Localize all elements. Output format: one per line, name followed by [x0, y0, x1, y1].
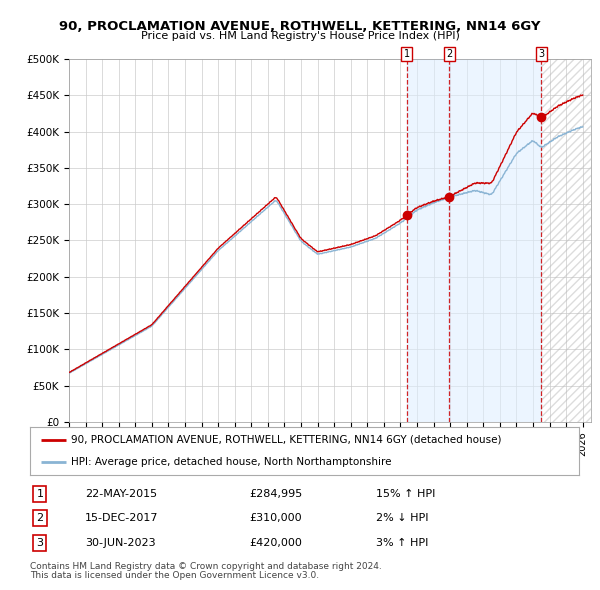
Text: £420,000: £420,000	[250, 538, 302, 548]
Text: 2% ↓ HPI: 2% ↓ HPI	[376, 513, 428, 523]
Bar	[407, 59, 449, 422]
Bar	[449, 59, 541, 422]
Bar	[541, 59, 591, 422]
Text: 15% ↑ HPI: 15% ↑ HPI	[376, 489, 435, 499]
Text: Contains HM Land Registry data © Crown copyright and database right 2024.: Contains HM Land Registry data © Crown c…	[30, 562, 382, 571]
Text: £310,000: £310,000	[250, 513, 302, 523]
Text: This data is licensed under the Open Government Licence v3.0.: This data is licensed under the Open Gov…	[30, 571, 319, 579]
Text: Price paid vs. HM Land Registry's House Price Index (HPI): Price paid vs. HM Land Registry's House …	[140, 31, 460, 41]
Text: 2: 2	[446, 49, 452, 59]
Text: 22-MAY-2015: 22-MAY-2015	[85, 489, 157, 499]
Text: 1: 1	[37, 489, 43, 499]
Text: 3: 3	[538, 49, 544, 59]
Text: £284,995: £284,995	[250, 489, 303, 499]
Text: 90, PROCLAMATION AVENUE, ROTHWELL, KETTERING, NN14 6GY: 90, PROCLAMATION AVENUE, ROTHWELL, KETTE…	[59, 20, 541, 33]
Text: 30-JUN-2023: 30-JUN-2023	[85, 538, 155, 548]
Text: 2: 2	[37, 513, 43, 523]
Text: 3% ↑ HPI: 3% ↑ HPI	[376, 538, 428, 548]
Text: 3: 3	[37, 538, 43, 548]
Text: 15-DEC-2017: 15-DEC-2017	[85, 513, 158, 523]
Bar	[541, 59, 591, 422]
Text: 90, PROCLAMATION AVENUE, ROTHWELL, KETTERING, NN14 6GY (detached house): 90, PROCLAMATION AVENUE, ROTHWELL, KETTE…	[71, 435, 502, 445]
Text: HPI: Average price, detached house, North Northamptonshire: HPI: Average price, detached house, Nort…	[71, 457, 392, 467]
Text: 1: 1	[404, 49, 410, 59]
